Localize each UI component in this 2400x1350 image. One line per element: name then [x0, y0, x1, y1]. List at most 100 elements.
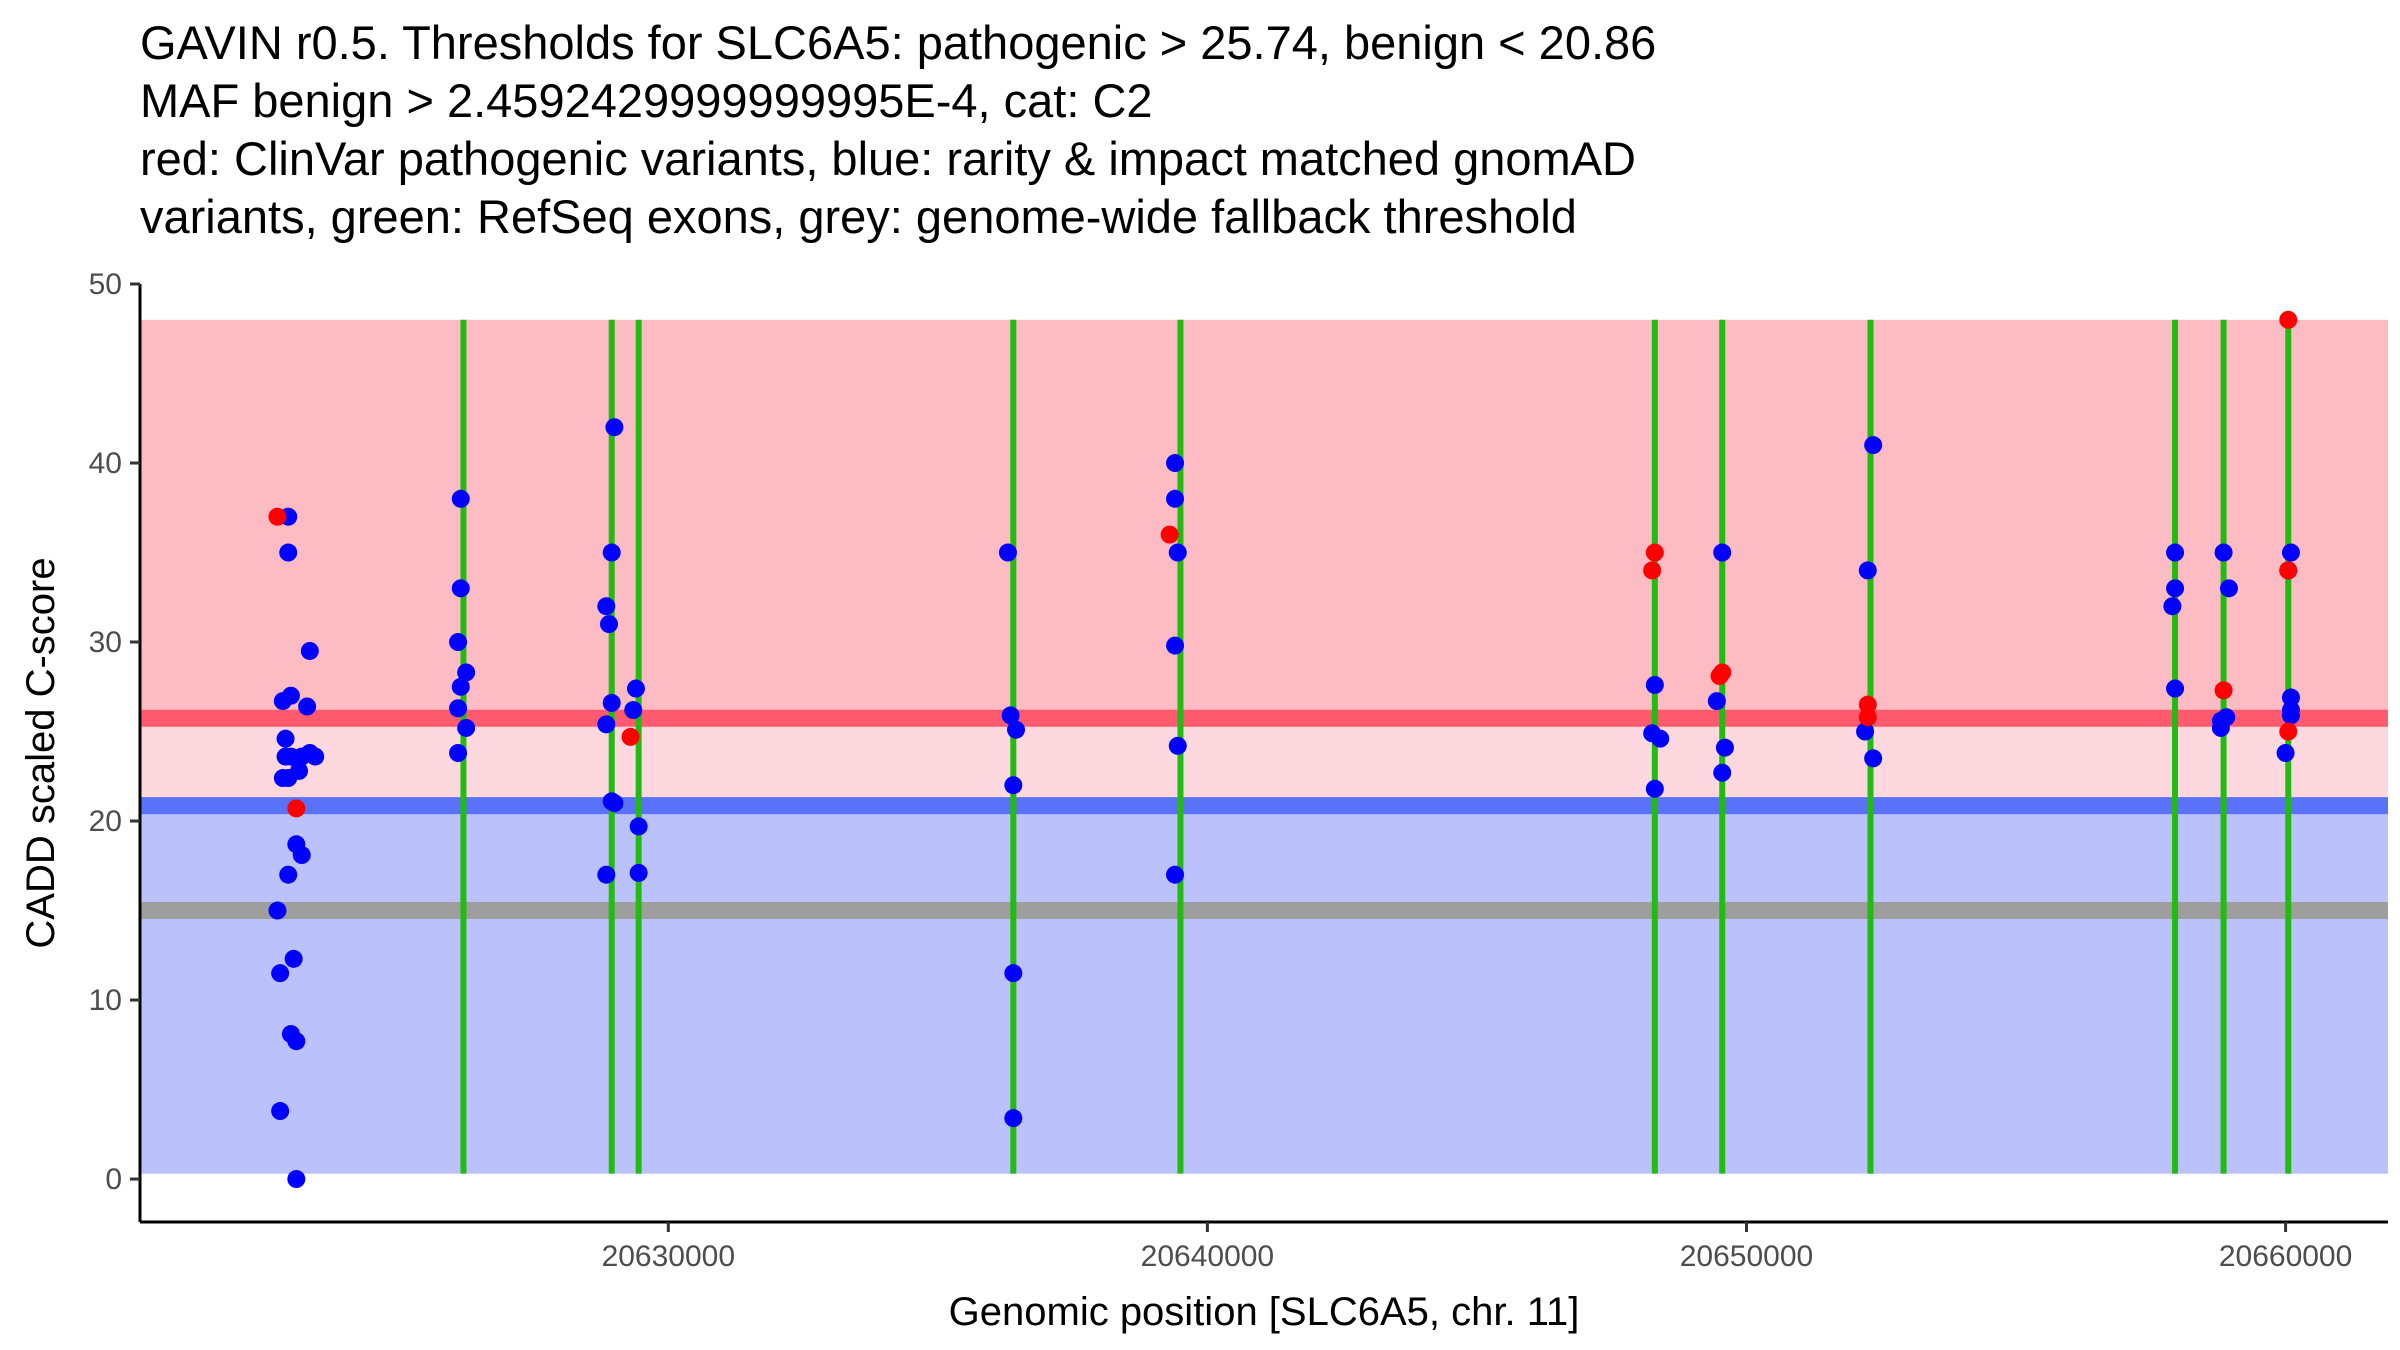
- gnomad-point: [1707, 692, 1726, 711]
- y-tick-label: 30: [89, 626, 122, 659]
- x-axis-title: Genomic position [SLC6A5, chr. 11]: [949, 1290, 1580, 1334]
- y-axis-title: CADD scaled C-score: [19, 557, 63, 948]
- threshold-lines: [140, 709, 2388, 920]
- gnomad-point: [597, 715, 616, 734]
- axes: [138, 284, 2388, 1224]
- y-tick-label: 20: [89, 805, 122, 838]
- clinvar-point: [1643, 561, 1662, 580]
- gnomad-point: [2281, 543, 2300, 562]
- y-tick-label: 0: [105, 1163, 122, 1196]
- gnomad-point: [268, 901, 287, 920]
- clinvar-point: [1710, 667, 1729, 686]
- chart-title: GAVIN r0.5. Thresholds for SLC6A5: patho…: [140, 14, 2380, 246]
- gnomad-point: [271, 964, 290, 983]
- gnomad-point: [998, 543, 1017, 562]
- clinvar-point: [1858, 695, 1877, 714]
- clinvar-point: [2279, 561, 2298, 580]
- gnomad-point: [597, 865, 616, 884]
- x-axis-ticks: 20630000 20640000 20650000 20660000: [602, 1222, 2352, 1273]
- gnomad-point: [629, 863, 648, 882]
- intermediate-region: [140, 718, 2388, 806]
- x-tick-label: 20660000: [2219, 1240, 2352, 1273]
- gnomad-point: [1864, 749, 1883, 768]
- gnomad-point: [292, 846, 311, 865]
- gnomad-point: [600, 615, 619, 634]
- gnomad-point: [1715, 738, 1734, 757]
- gnomad-point: [2166, 543, 2185, 562]
- gnomad-point: [1166, 865, 1185, 884]
- clinvar-point: [287, 799, 306, 818]
- gnomad-point: [451, 489, 470, 508]
- gnomad-point: [449, 633, 468, 652]
- gnomad-point: [1166, 454, 1185, 473]
- gnomad-point: [279, 543, 298, 562]
- gnomad-point: [1001, 706, 1020, 725]
- gnomad-point: [1166, 636, 1185, 655]
- gnomad-point: [279, 769, 298, 788]
- gnomad-point: [626, 679, 645, 698]
- x-tick-label: 20640000: [1141, 1240, 1274, 1273]
- gnomad-point: [300, 641, 319, 660]
- gnomad-point: [287, 1170, 306, 1189]
- gnomad-point: [1864, 436, 1883, 455]
- gnomad-point: [271, 1102, 290, 1121]
- threshold-bands: [140, 319, 2388, 1174]
- gnomad-point: [2276, 744, 2295, 762]
- gnomad-point: [451, 677, 470, 696]
- gnomad-point: [1713, 763, 1732, 782]
- gnomad-point: [597, 597, 616, 616]
- gnomad-point: [1007, 720, 1026, 739]
- gnomad-point: [2219, 579, 2238, 598]
- gnomad-point: [1004, 1109, 1023, 1128]
- gnomad-point: [2163, 597, 2182, 616]
- gnomad-point: [624, 701, 643, 720]
- gnomad-point: [2214, 543, 2233, 562]
- gnomad-point: [2166, 579, 2185, 598]
- gnomad-point: [449, 699, 468, 718]
- gnomad-point: [605, 418, 624, 437]
- title-line: GAVIN r0.5. Thresholds for SLC6A5: patho…: [140, 16, 1657, 69]
- clinvar-point: [1160, 525, 1179, 544]
- gnomad-point: [602, 543, 621, 562]
- y-tick-label: 40: [89, 447, 122, 480]
- gnomad-point: [1645, 675, 1664, 694]
- gnomad-point: [1004, 776, 1023, 795]
- gnomad-point: [287, 1032, 306, 1051]
- y-axis-ticks: 0 10 20 30 40 50: [89, 268, 140, 1196]
- gnomad-point: [1168, 543, 1187, 562]
- gnomad-point: [1168, 736, 1187, 755]
- gnomad-point: [1645, 779, 1664, 798]
- gnomad-point: [1166, 489, 1185, 508]
- gnomad-point: [602, 693, 621, 712]
- gnomad-point: [1004, 964, 1023, 983]
- gnomad-point: [298, 697, 317, 716]
- gnomad-point: [457, 718, 476, 737]
- clinvar-point: [1858, 708, 1877, 727]
- gnomad-point: [2281, 688, 2300, 707]
- gnomad-point: [2211, 718, 2230, 737]
- clinvar-point: [2214, 681, 2233, 700]
- title-line: variants, green: RefSeq exons, grey: gen…: [140, 190, 1577, 243]
- x-tick-label: 20650000: [1680, 1240, 1813, 1273]
- data-points: [268, 310, 2300, 1189]
- title-line: red: ClinVar pathogenic variants, blue: …: [140, 132, 1636, 185]
- gnomad-point: [279, 865, 298, 884]
- gnomad-point: [1713, 543, 1732, 562]
- gnomad-point: [629, 817, 648, 836]
- clinvar-point: [268, 507, 287, 526]
- gnomad-point: [1856, 722, 1875, 741]
- gnomad-point: [1651, 729, 1670, 748]
- gnomad-point: [273, 692, 292, 711]
- title-line: MAF benign > 2.4592429999999995E-4, cat:…: [140, 74, 1153, 127]
- gnomad-point: [276, 729, 295, 748]
- clinvar-point: [2279, 722, 2298, 741]
- y-tick-label: 10: [89, 984, 122, 1017]
- gnomad-point: [2281, 706, 2300, 725]
- clinvar-point: [1645, 543, 1664, 562]
- benign-region: [140, 805, 2388, 1174]
- gnomad-point: [306, 747, 325, 766]
- gnomad-point: [449, 744, 468, 762]
- clinvar-point: [621, 727, 640, 746]
- pathogenic-region: [140, 319, 2388, 719]
